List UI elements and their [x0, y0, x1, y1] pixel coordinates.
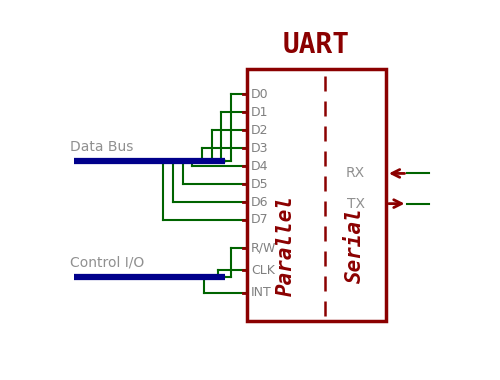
Text: D6: D6 — [251, 196, 268, 209]
Text: D0: D0 — [251, 88, 269, 101]
Text: D4: D4 — [251, 160, 268, 173]
Text: R/W: R/W — [251, 241, 276, 254]
Text: RX: RX — [346, 166, 364, 180]
Text: D7: D7 — [251, 214, 269, 226]
Text: INT: INT — [251, 287, 272, 299]
Bar — [246, 69, 386, 321]
Text: Data Bus: Data Bus — [70, 140, 134, 154]
Text: CLK: CLK — [251, 264, 275, 277]
Text: Control I/O: Control I/O — [70, 256, 144, 269]
Text: D5: D5 — [251, 177, 269, 190]
Text: UART: UART — [283, 31, 350, 59]
Text: D2: D2 — [251, 124, 268, 137]
Text: Parallel: Parallel — [276, 195, 295, 296]
Text: Serial: Serial — [346, 207, 366, 283]
Text: TX: TX — [346, 196, 364, 211]
Text: D3: D3 — [251, 142, 268, 155]
Text: D1: D1 — [251, 106, 268, 119]
